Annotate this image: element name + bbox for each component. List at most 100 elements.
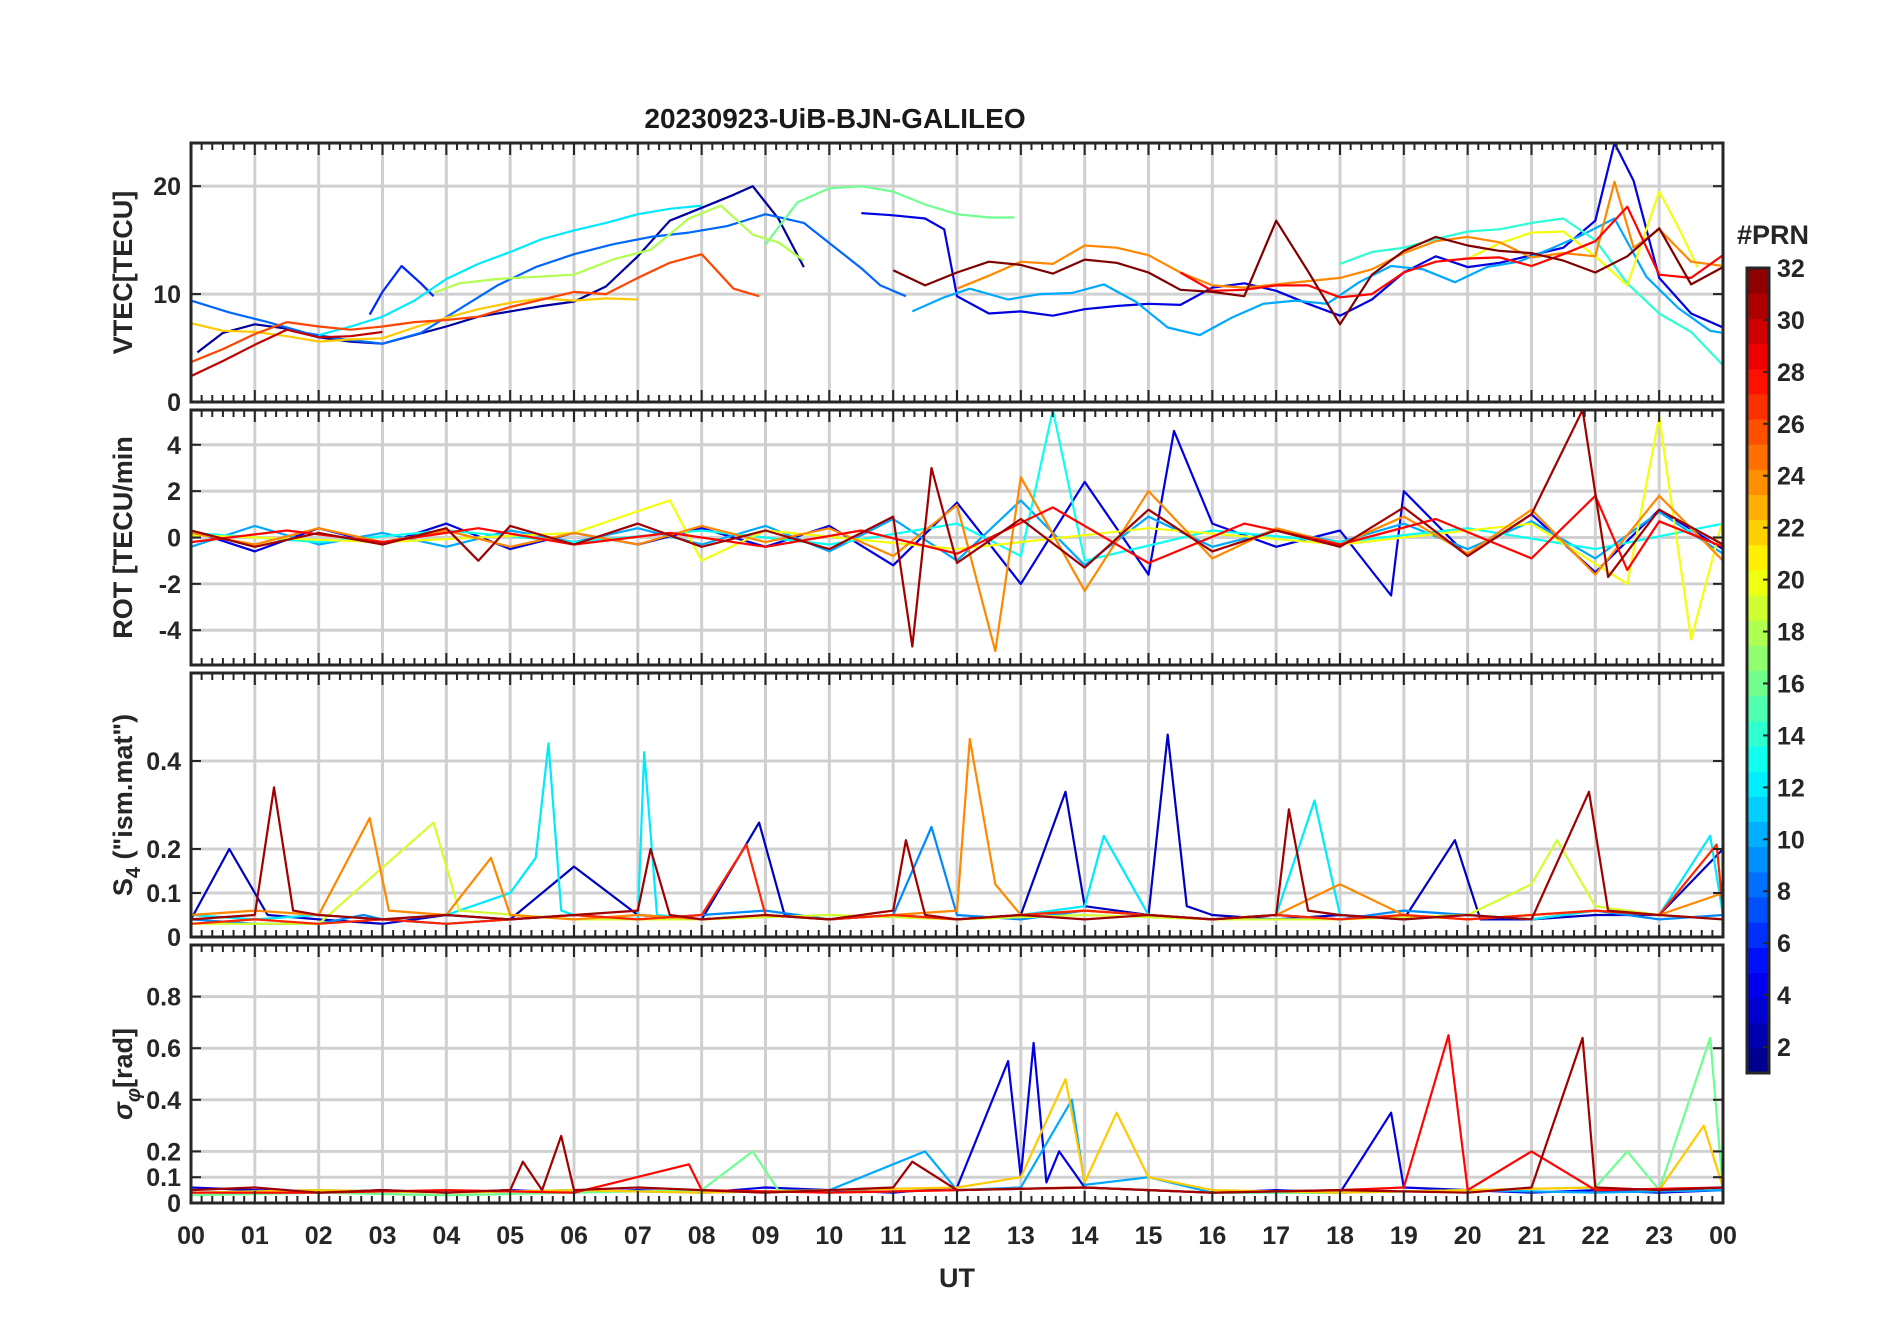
y-tick-label: 0.4 (146, 748, 181, 776)
x-tick-label: 01 (241, 1222, 269, 1250)
y-axis-label-sigma: σφ[rad] (108, 1028, 145, 1120)
colorbar-swatch (1747, 695, 1769, 722)
colorbar-tick-label: 22 (1777, 515, 1805, 543)
colorbar-tick-label: 26 (1777, 411, 1805, 439)
y-tick-label: 0 (167, 1190, 181, 1218)
y-tick-label: 0 (167, 389, 181, 417)
x-tick-label: 14 (1071, 1222, 1099, 1250)
series-prn-26 (191, 253, 760, 364)
series-group (191, 1034, 1723, 1197)
colorbar-swatch (1747, 393, 1769, 420)
panel-s4: 00.10.20.4S4 ("ism.mat") (108, 671, 1725, 952)
colorbar-swatch (1747, 645, 1769, 672)
x-tick-label: 08 (688, 1222, 716, 1250)
x-tick-label: 03 (369, 1222, 397, 1250)
series-group (191, 733, 1723, 925)
y-tick-label: -2 (159, 571, 181, 599)
series-prn-18 (433, 204, 805, 295)
colorbar-tick-label: 28 (1777, 359, 1805, 387)
panel-sigma: 00.10.20.40.60.8σφ[rad] (108, 943, 1725, 1218)
colorbar-swatch (1747, 997, 1769, 1024)
colorbar-tick-label: 32 (1777, 255, 1805, 283)
colorbar-swatch (1747, 595, 1769, 621)
x-tick-label: 20 (1454, 1222, 1482, 1250)
series-prn-20 (191, 415, 1723, 641)
colorbar-swatch (1747, 1047, 1769, 1074)
colorbar-swatch (1747, 494, 1769, 521)
colorbar-swatch (1747, 720, 1769, 747)
colorbar-swatch (1747, 519, 1769, 546)
y-axis-label-main: S (108, 878, 138, 896)
series-group (191, 410, 1723, 653)
colorbar-frame (1745, 266, 1771, 1075)
x-tick-label: 07 (624, 1222, 652, 1250)
colorbar-tick-label: 20 (1777, 567, 1805, 595)
y-tick-label: 20 (153, 173, 181, 201)
y-axis-label-rest: ("ism.mat") (108, 714, 138, 867)
colorbar-swatch (1747, 896, 1769, 923)
series-prn-13 (191, 410, 1723, 562)
colorbar-swatch (1747, 268, 1769, 294)
y-tick-label: 0.1 (146, 1164, 181, 1192)
y-axis-label-subscript: φ (123, 1088, 145, 1102)
colorbar-label: #PRN (1737, 220, 1809, 250)
series-prn-8 (191, 213, 907, 345)
y-axis-label-s4: S4 ("ism.mat") (108, 714, 145, 896)
x-tick-label: 16 (1198, 1222, 1226, 1250)
colorbar-swatch (1747, 444, 1769, 470)
series-prn-20 (1467, 190, 1699, 287)
series-prn-31 (191, 410, 1723, 648)
colorbar-tick-label: 30 (1777, 307, 1805, 335)
x-tick-label: 17 (1262, 1222, 1290, 1250)
y-tick-label: 0.2 (146, 836, 181, 864)
colorbar-swatch (1747, 569, 1769, 596)
x-tick-label: 00 (1709, 1222, 1737, 1250)
series-prn-22 (191, 297, 638, 343)
y-tick-label: 0.6 (146, 1035, 181, 1063)
colorbar-tick-label: 24 (1777, 463, 1805, 491)
colorbar-swatch (1747, 745, 1769, 772)
y-tick-label: 2 (167, 478, 181, 506)
x-tick-label: 06 (560, 1222, 588, 1250)
x-axis: 00 01 02 03 04 05 06 07 08 09 10 11 12 13 14 15 16 17 18 19… (177, 1222, 1737, 1250)
colorbar-tick-label: 2 (1777, 1034, 1791, 1062)
x-tick-label: 00 (177, 1222, 205, 1250)
x-tick-label: 21 (1518, 1222, 1546, 1250)
colorbar-tick-label: 18 (1777, 619, 1805, 647)
y-axis-label-main: σ (108, 1101, 138, 1120)
series-prn-6 (368, 264, 435, 316)
y-tick-label: 0 (167, 924, 181, 952)
x-tick-label: 19 (1390, 1222, 1418, 1250)
series-prn-32 (892, 219, 1723, 326)
y-axis-label-rot: ROT [TECU/min (108, 436, 138, 639)
x-tick-label: 05 (496, 1222, 524, 1250)
series-prn-24 (956, 180, 1723, 290)
x-tick-label: 11 (880, 1222, 907, 1250)
panel-rot: -4 -2 0 2 4 ROT [TECU/min (108, 408, 1725, 667)
colorbar-tick-label: 12 (1777, 774, 1805, 802)
colorbar-swatch (1747, 544, 1769, 571)
y-tick-label: 4 (167, 432, 181, 460)
y-axis-label-vtec: VTEC[TECU] (108, 191, 138, 355)
series-prn-31 (191, 1036, 1723, 1194)
series-prn-31 (191, 786, 1723, 921)
panel-vtec: 0 10 20 VTEC[TECU] (108, 141, 1725, 417)
series-prn-12 (318, 204, 702, 337)
series-prn-4 (861, 143, 1723, 329)
colorbar-swatch (1747, 771, 1769, 797)
series-prn-19 (191, 821, 1723, 925)
colorbar-swatch (1747, 343, 1769, 370)
colorbar-swatch (1747, 670, 1769, 697)
colorbar-tick-label: 8 (1777, 878, 1791, 906)
x-tick-label: 22 (1581, 1222, 1609, 1250)
colorbar-swatch (1747, 318, 1769, 345)
colorbar-swatch (1747, 947, 1769, 973)
colorbar-swatch (1747, 846, 1769, 873)
y-tick-label: 0 (167, 525, 181, 553)
series-prn-28 (1179, 205, 1723, 299)
colorbar-swatch (1747, 368, 1769, 395)
y-tick-label: 0.4 (146, 1087, 181, 1115)
colorbar-swatch (1747, 620, 1769, 646)
